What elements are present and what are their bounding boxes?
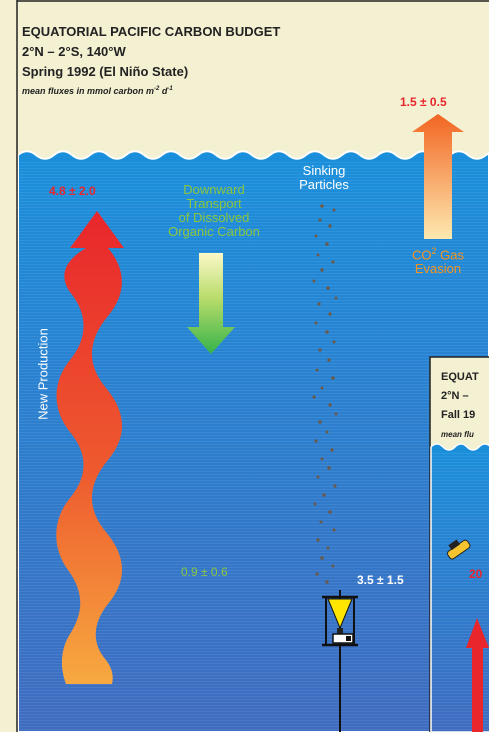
inset-units: mean flu — [441, 430, 474, 439]
doc-transport-value: 0.9 ± 0.6 — [181, 565, 228, 579]
sinking-particles-label: Sinking Particles — [299, 163, 349, 192]
sediment-trap-icon — [322, 590, 358, 732]
diagram-title: EQUATORIAL PACIFIC CARBON BUDGET — [22, 24, 281, 39]
inset-season: Fall 19 — [441, 409, 476, 421]
new-production-label: New Production — [35, 328, 51, 420]
diagram-units: mean fluxes in mmol carbon m-2 d-1 — [22, 86, 173, 96]
co2-evasion-label: CO2 Gas Evasion — [412, 246, 464, 277]
sinking-particles-value: 3.5 ± 1.5 — [357, 573, 404, 587]
new-production-value: 4.8 ± 2.0 — [49, 184, 96, 198]
new-production-arrow — [56, 211, 124, 684]
inset-location: 2°N – — [441, 390, 469, 402]
inset-panel — [429, 356, 489, 732]
co2-evasion-value: 1.5 ± 0.5 — [400, 95, 447, 109]
sinking-particles — [312, 204, 338, 584]
doc-transport-arrow — [187, 253, 235, 354]
doc-transport-label: Downward Transport of Dissolved Organic … — [168, 182, 260, 239]
inset-value: 20 — [469, 567, 483, 581]
ship-icon — [446, 539, 471, 560]
diagram-season: Spring 1992 (El Niño State) — [22, 64, 189, 79]
diagram-location: 2°N – 2°S, 140°W — [22, 44, 126, 59]
inset-title: EQUAT — [441, 371, 479, 383]
co2-evasion-arrow — [412, 114, 464, 239]
